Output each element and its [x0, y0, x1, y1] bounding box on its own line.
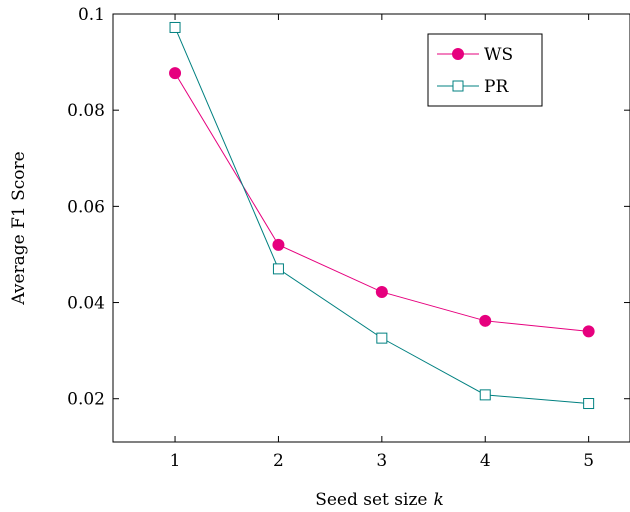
- x-tick-label: 1: [170, 451, 181, 471]
- y-tick-label: 0.06: [67, 197, 105, 217]
- series-ws-point: [479, 314, 492, 327]
- x-axis-title-text: Seed set size: [315, 490, 427, 510]
- tick-labels-layer: 1 2 3 4 5 0.02 0.04 0.06 0.08 0.1: [67, 5, 594, 471]
- series-ws-point: [375, 285, 388, 298]
- series-pr-point: [583, 398, 595, 410]
- legend-label: PR: [484, 77, 509, 97]
- series-ws-point: [169, 67, 182, 80]
- legend-item-ws: WS: [437, 45, 513, 65]
- legend: WS PR: [427, 33, 543, 107]
- series-ws-point: [272, 238, 285, 251]
- series-layer: [169, 21, 595, 410]
- y-tick-label: 0.02: [67, 390, 105, 410]
- ticks-layer: [113, 13, 630, 442]
- y-axis-title: Average F1 Score: [9, 151, 29, 305]
- x-axis-title: Seed set size k: [315, 490, 444, 510]
- series-pr: [169, 21, 595, 410]
- series-pr-point: [376, 332, 388, 344]
- series-ws: [169, 67, 595, 338]
- x-tick-label: 3: [376, 451, 387, 471]
- legend-box: [427, 33, 543, 107]
- x-tick-label: 5: [583, 451, 594, 471]
- plot-frame: [112, 13, 630, 443]
- x-axis-title-variable: k: [433, 490, 443, 510]
- legend-item-pr: PR: [437, 77, 509, 97]
- series-ws-point: [582, 325, 595, 338]
- legend-swatch-marker: [452, 80, 464, 92]
- series-pr-point: [479, 389, 491, 401]
- x-tick-label: 2: [273, 451, 284, 471]
- y-tick-label: 0.04: [67, 294, 105, 314]
- x-tick-label: 4: [480, 451, 491, 471]
- legend-swatch-marker: [452, 48, 464, 60]
- y-tick-label: 0.08: [67, 101, 105, 121]
- series-pr-point: [169, 21, 181, 33]
- series-pr-point: [272, 263, 284, 275]
- legend-label: WS: [484, 45, 513, 65]
- y-tick-label: 0.1: [78, 5, 105, 25]
